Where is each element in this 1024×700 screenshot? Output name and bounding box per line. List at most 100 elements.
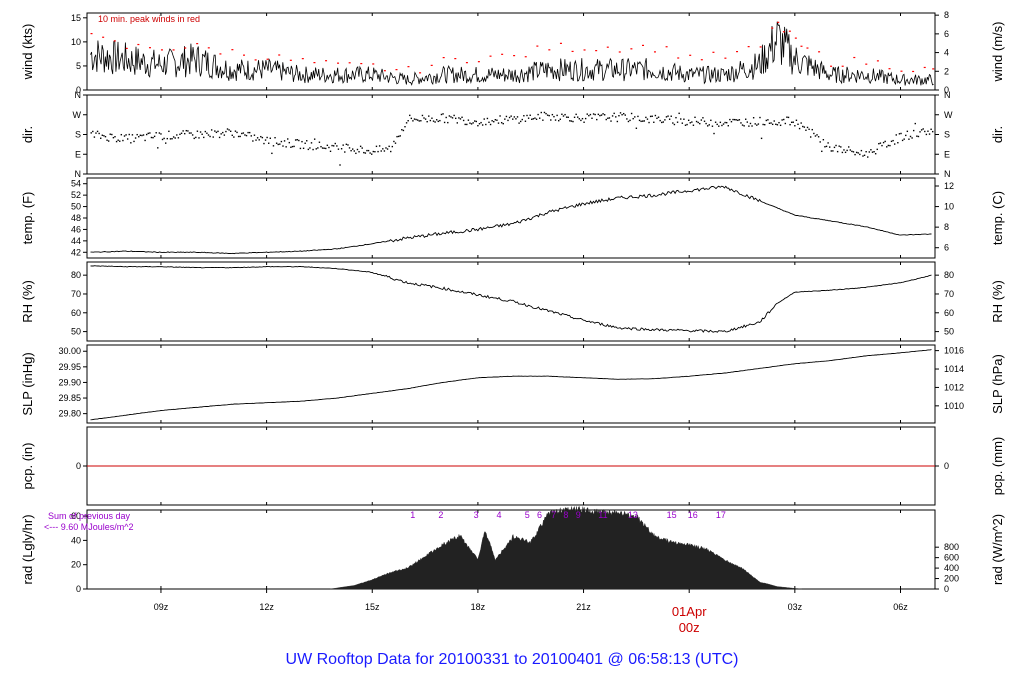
wind-dir-point <box>405 122 408 124</box>
wind-ytick-label-left: 15 <box>71 13 81 23</box>
wind-panel <box>83 12 939 91</box>
wind-peak-marker <box>301 58 304 60</box>
wind-dir-point <box>215 131 218 134</box>
wind-peak-marker <box>513 55 516 57</box>
wind-dir-point <box>122 139 124 142</box>
wind-peak-marker <box>876 60 879 62</box>
wind-peak-marker <box>231 49 234 51</box>
wind-dir-point <box>136 133 138 136</box>
wind-dir-point <box>638 119 641 122</box>
wind-peak-marker <box>806 47 809 49</box>
wind-dir-point <box>876 148 878 151</box>
pcp-ylabel-right: pcp. (mm) <box>990 437 1005 496</box>
wind-dir-point <box>735 119 737 121</box>
wind-dir-point <box>199 131 202 133</box>
wind-dir-point <box>210 129 213 131</box>
wind-dir-point <box>504 118 506 120</box>
slp-ytick-label-right: 1014 <box>944 364 964 374</box>
wind-dir-point <box>714 121 717 123</box>
wind-peak-marker <box>642 44 645 46</box>
wind-dir-point <box>301 140 303 143</box>
wind-annotation: 10 min. peak winds in red <box>98 14 200 24</box>
wind-dir-point <box>481 124 484 126</box>
wind-dir-point <box>274 136 276 139</box>
wind-dir-point <box>361 147 363 149</box>
wind-dir-point <box>681 122 684 124</box>
wind-speed-line <box>90 21 934 86</box>
wind-dir-point <box>662 121 665 123</box>
wind-dir-point <box>98 132 100 135</box>
wind-ytick-label-left: 10 <box>71 37 81 47</box>
wind-dir-point <box>928 133 931 135</box>
wind-dir-point <box>890 140 893 143</box>
wind-dir-point <box>153 135 156 138</box>
wind-dir-point <box>789 123 791 126</box>
wind-dir-point <box>558 119 560 122</box>
wind-dir-point <box>841 151 844 154</box>
wind-dir-point <box>315 148 317 150</box>
wind-dir-point <box>451 117 454 119</box>
wind-dir-point <box>375 145 378 148</box>
wind-dir-point <box>634 116 636 118</box>
wind-peak-marker <box>113 40 116 42</box>
wind-dir-point <box>157 147 159 149</box>
wind-dir-point <box>296 139 298 141</box>
rad-ylabel-right: rad (W/m^2) <box>990 514 1005 585</box>
wind-dir-point <box>825 145 828 148</box>
wind-dir-point <box>323 147 325 149</box>
x-tick-label: 18z <box>471 602 486 612</box>
slp-frame <box>86 344 936 424</box>
wind-dir-point <box>450 116 452 118</box>
rh-ytick-label-right: 80 <box>944 270 954 280</box>
rad-event-label: 7 <box>551 510 556 520</box>
rh-ytick-label-left: 70 <box>71 289 81 299</box>
wind-peak-marker <box>771 27 774 29</box>
temp-ytick-label-right: 10 <box>944 202 954 212</box>
wind-dir-point <box>548 114 550 117</box>
wind-dir-point <box>703 120 706 122</box>
wind-dir-point <box>675 116 677 119</box>
wind-dir-point <box>532 118 535 120</box>
wind-dir-point <box>404 126 406 128</box>
wind-dir-point <box>816 134 818 136</box>
temp-ytick-label-right: 6 <box>944 243 949 253</box>
wind-dir-point <box>819 141 821 143</box>
wind-dir-point <box>836 150 839 153</box>
wind-dir-point <box>581 117 584 120</box>
rad-ytick-label-right: 200 <box>944 574 959 584</box>
wind-frame <box>86 12 936 91</box>
wind-dir-point <box>458 117 460 119</box>
wind-dir-point <box>104 135 107 138</box>
wind-dir-point <box>710 119 712 122</box>
wind-dir-point <box>589 113 592 116</box>
wind-dir-point <box>139 134 142 136</box>
wind-dir-point <box>621 114 623 116</box>
wind-dir-point <box>893 143 896 145</box>
wind-dir-point <box>239 135 241 138</box>
wind-dir-point <box>442 113 444 115</box>
wind-dir-point <box>193 137 195 140</box>
wind-dir-point <box>163 137 165 140</box>
wind-dir-point <box>120 133 123 136</box>
slp-ytick-label-left: 29.95 <box>58 362 81 372</box>
wind-peak-marker <box>794 37 797 39</box>
wind-dir-point <box>256 137 259 139</box>
wind-dir-point <box>475 120 478 123</box>
wind-dir-point <box>245 134 248 137</box>
wind-dir-point <box>309 147 311 149</box>
wind-dir-point <box>304 142 306 144</box>
wind-dir-point <box>109 133 111 135</box>
temp-line <box>90 185 932 255</box>
wind-dir-point <box>96 130 99 133</box>
wind-dir-point <box>775 123 777 126</box>
wind-dir-point <box>914 122 916 125</box>
wind-dir-point <box>342 144 344 146</box>
wind-dir-point <box>778 121 780 124</box>
dir-ytick-label-right: W <box>944 110 953 120</box>
wind-dir-point <box>306 140 308 142</box>
wind-dir-point <box>553 115 555 118</box>
wind-dir-point <box>209 135 211 138</box>
wind-dir-point <box>924 130 926 133</box>
dir-frame <box>86 94 936 175</box>
slp-ytick-label-left: 29.90 <box>58 377 81 387</box>
